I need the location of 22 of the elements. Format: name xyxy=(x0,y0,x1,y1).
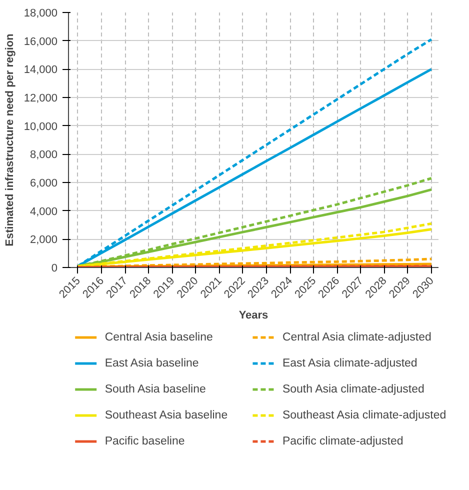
y-tick-label: 0 xyxy=(51,262,58,274)
y-tick-label: 2,000 xyxy=(30,234,58,246)
legend-label: Central Asia baseline xyxy=(104,332,213,344)
legend-label: South Asia climate-adjusted xyxy=(282,384,424,396)
legend-label: East Asia baseline xyxy=(104,358,199,370)
legend-label: East Asia climate-adjusted xyxy=(282,358,418,370)
legend-label: Pacific climate-adjusted xyxy=(282,436,404,448)
y-tick-label: 6,000 xyxy=(30,178,58,190)
y-tick-label: 8,000 xyxy=(30,149,58,162)
legend-label: Southeast Asia climate-adjusted xyxy=(282,410,446,422)
legend-label: Pacific baseline xyxy=(104,436,185,448)
y-tick-label: 16,000 xyxy=(24,36,58,48)
legend-label: Southeast Asia baseline xyxy=(104,410,228,422)
x-axis-title: Years xyxy=(238,309,268,322)
legend-label: Central Asia climate-adjusted xyxy=(282,332,432,344)
y-tick-label: 18,000 xyxy=(24,8,58,20)
y-axis-title: Estimated infrastructure need per region xyxy=(4,33,16,246)
y-tick-label: 12,000 xyxy=(24,92,58,104)
legend-label: South Asia baseline xyxy=(104,384,206,396)
y-tick-label: 14,000 xyxy=(24,64,58,76)
y-tick-label: 4,000 xyxy=(30,206,58,218)
y-tick-label: 10,000 xyxy=(24,120,58,133)
